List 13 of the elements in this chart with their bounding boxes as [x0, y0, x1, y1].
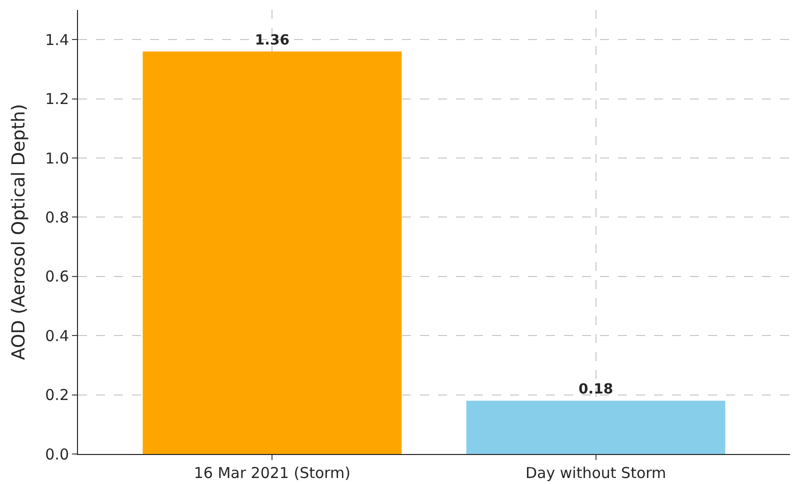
data-label: 0.18 [578, 382, 614, 398]
x-tick-label: Day without Storm [526, 464, 666, 482]
y-tick-label: 0.2 [45, 386, 69, 404]
y-tick-label: 1.4 [45, 30, 69, 49]
x-tick-label: 16 Mar 2021 (Storm) [194, 464, 351, 482]
y-tick-label: 0.0 [45, 445, 69, 464]
y-tick-label: 0.8 [45, 208, 69, 226]
data-label: 1.36 [254, 32, 290, 48]
y-tick-label: 1.2 [45, 90, 69, 108]
y-tick-label: 0.6 [45, 268, 69, 286]
y-tick-label: 1.0 [45, 149, 69, 168]
y-axis-title: AOD (Aerosol Optical Depth) [8, 104, 30, 360]
y-tick-label: 0.4 [45, 326, 69, 345]
